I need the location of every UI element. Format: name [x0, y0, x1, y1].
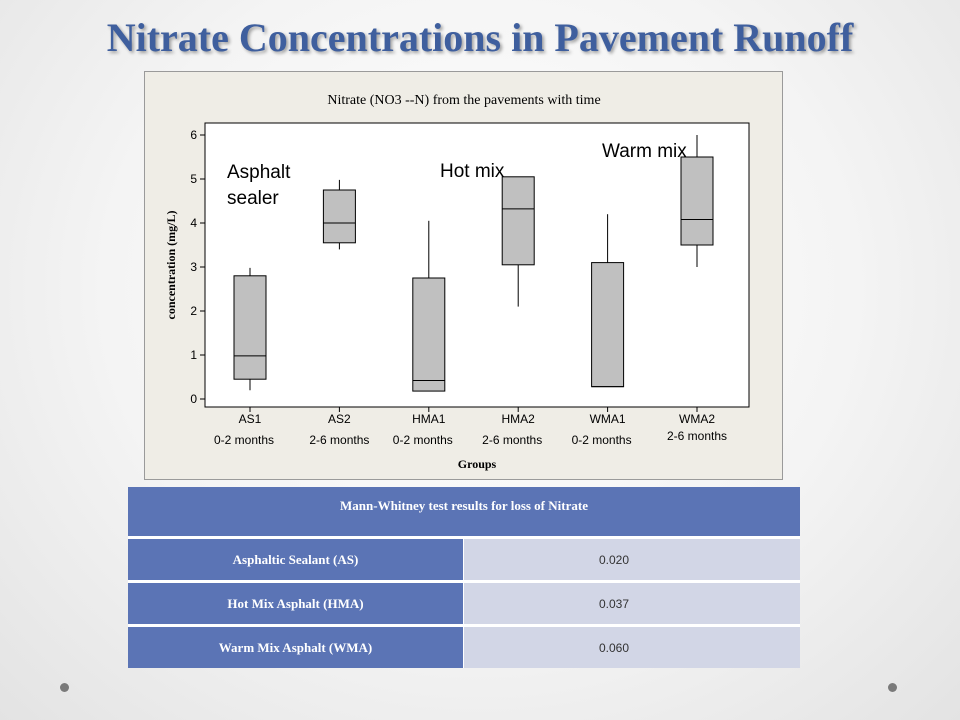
x-tick-label: WMA1	[590, 412, 626, 426]
next-slide-dot[interactable]	[888, 683, 897, 692]
row-label: Hot Mix Asphalt (HMA)	[128, 580, 464, 624]
y-tick-label: 0	[190, 392, 197, 406]
table-row: Warm Mix Asphalt (WMA) 0.060	[128, 624, 800, 668]
x-tick-label: WMA2	[679, 412, 715, 426]
prev-slide-dot[interactable]	[60, 683, 69, 692]
x-tick-sublabel: 0-2 months	[393, 433, 453, 447]
y-tick-label: 1	[190, 348, 197, 362]
y-axis-label: concentration (mg/L)	[164, 211, 178, 320]
box-plot-chart: Nitrate (NO3 --N) from the pavements wit…	[164, 93, 750, 471]
table-header-row: Mann-Whitney test results for loss of Ni…	[128, 487, 800, 536]
table-row: Hot Mix Asphalt (HMA) 0.037	[128, 580, 800, 624]
table-row: Asphaltic Sealant (AS) 0.020	[128, 536, 800, 580]
x-tick-label: HMA1	[412, 412, 446, 426]
box	[591, 262, 625, 388]
x-tick-label: HMA2	[502, 412, 536, 426]
y-tick-label: 2	[190, 304, 197, 318]
x-axis-label: Groups	[458, 457, 497, 471]
annotation-label: sealer	[227, 188, 279, 209]
row-value: 0.020	[464, 536, 800, 580]
x-tick-sublabel: 0-2 months	[572, 433, 632, 447]
box	[233, 275, 267, 380]
x-tick-sublabel: 2-6 months	[482, 433, 542, 447]
x-tick-sublabel: 0-2 months	[214, 433, 274, 447]
table-header: Mann-Whitney test results for loss of Ni…	[128, 487, 800, 536]
y-tick-label: 4	[190, 216, 197, 230]
row-label: Warm Mix Asphalt (WMA)	[128, 624, 464, 668]
slide-title: Nitrate Concentrations in Pavement Runof…	[106, 15, 854, 60]
box	[501, 176, 535, 266]
y-tick-label: 3	[190, 260, 197, 274]
x-tick-sublabel: 2-6 months	[309, 433, 369, 447]
chart-title: Nitrate (NO3 --N) from the pavements wit…	[327, 93, 600, 108]
annotation-label: Asphalt	[227, 162, 291, 183]
x-tick-sublabel: 2-6 months	[667, 429, 727, 443]
row-value: 0.037	[464, 580, 800, 624]
y-tick-label: 5	[190, 172, 197, 186]
box	[322, 189, 356, 244]
row-value: 0.060	[464, 624, 800, 668]
results-table: Mann-Whitney test results for loss of Ni…	[128, 487, 800, 668]
annotation-label: Hot mix	[440, 161, 505, 182]
x-tick-label: AS2	[328, 412, 351, 426]
x-tick-label: AS1	[239, 412, 262, 426]
chart-frame: Nitrate (NO3 --N) from the pavements wit…	[144, 71, 783, 480]
box	[680, 156, 714, 246]
row-label: Asphaltic Sealant (AS)	[128, 536, 464, 580]
y-tick-label: 6	[190, 128, 197, 142]
annotation-label: Warm mix	[602, 141, 687, 162]
box	[412, 277, 446, 392]
plot-area	[204, 122, 750, 408]
